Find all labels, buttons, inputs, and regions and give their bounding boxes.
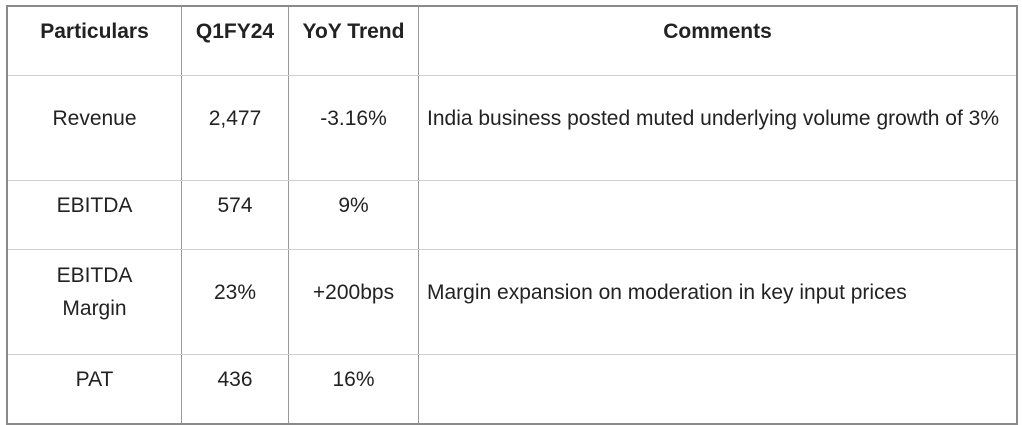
table-row: EBITDA Margin 23% +200bps Margin expansi…: [6, 249, 1018, 355]
cell-comment: [418, 354, 1018, 425]
cell-comment: India business posted muted underlying v…: [418, 75, 1018, 181]
cell-particular: Revenue: [6, 75, 182, 181]
cell-q1fy24: 436: [181, 354, 289, 425]
table-row: EBITDA 574 9%: [6, 180, 1018, 250]
cell-particular: EBITDA Margin: [6, 249, 182, 355]
header-particulars: Particulars: [6, 5, 182, 76]
financial-results-table: Particulars Q1FY24 YoY Trend Comments Re…: [6, 5, 1018, 425]
header-comments: Comments: [418, 5, 1018, 76]
cell-particular: PAT: [6, 354, 182, 425]
cell-q1fy24: 23%: [181, 249, 289, 355]
header-yoy-trend: YoY Trend: [288, 5, 419, 76]
cell-comment: Margin expansion on moderation in key in…: [418, 249, 1018, 355]
header-q1fy24: Q1FY24: [181, 5, 289, 76]
cell-particular: EBITDA: [6, 180, 182, 250]
table-row: Revenue 2,477 -3.16% India business post…: [6, 75, 1018, 181]
table-header-row: Particulars Q1FY24 YoY Trend Comments: [6, 5, 1018, 76]
table-row: PAT 436 16%: [6, 354, 1018, 425]
cell-q1fy24: 574: [181, 180, 289, 250]
cell-yoy: 16%: [288, 354, 419, 425]
cell-comment: [418, 180, 1018, 250]
cell-yoy: -3.16%: [288, 75, 419, 181]
cell-q1fy24: 2,477: [181, 75, 289, 181]
cell-yoy: +200bps: [288, 249, 419, 355]
cell-yoy: 9%: [288, 180, 419, 250]
